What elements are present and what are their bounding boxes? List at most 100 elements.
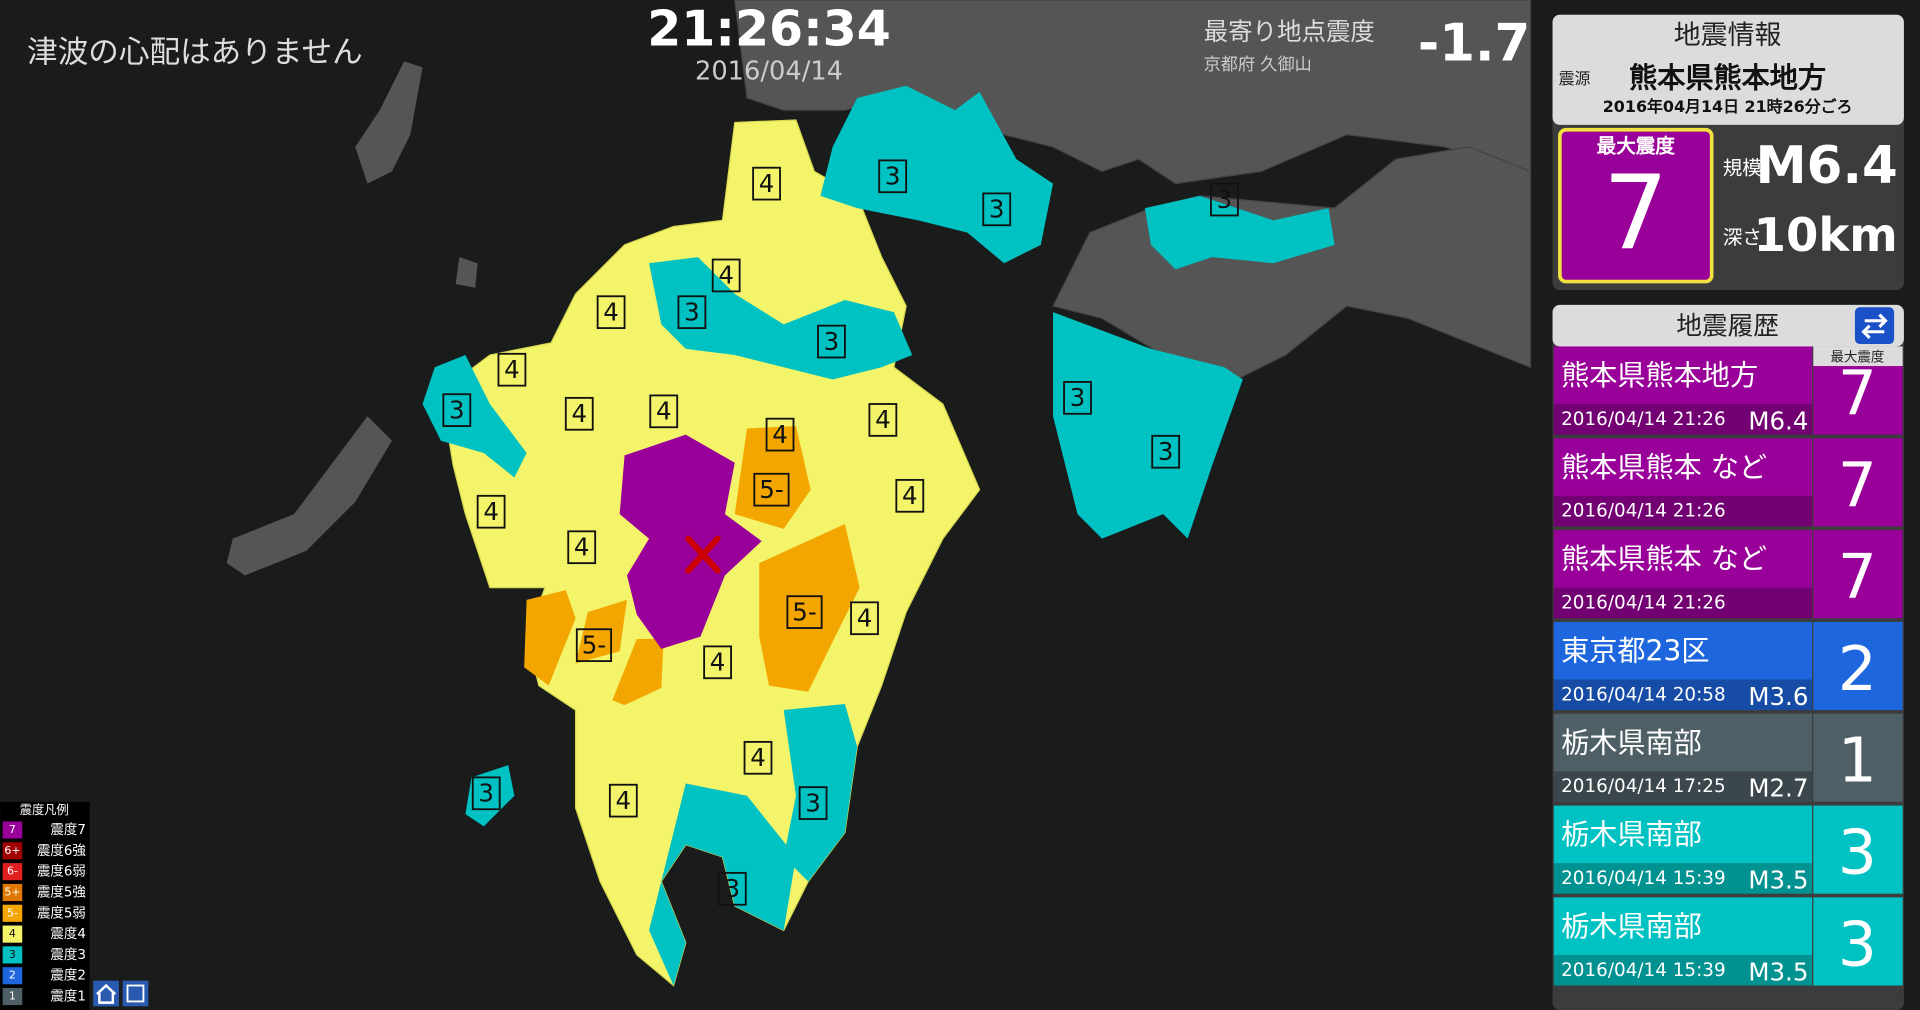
- item-strip: [1553, 863, 1813, 894]
- item-intensity-bg: [1813, 621, 1903, 711]
- item-place: 熊本県熊本 など: [1561, 451, 1767, 484]
- item-intensity: 3: [1838, 818, 1877, 889]
- legend-swatch: [2, 987, 23, 1006]
- quake-time: 2016年04月14日 21時26分ごろ: [1603, 97, 1853, 116]
- intensity-box: [596, 295, 626, 330]
- item-intensity: 3: [1838, 909, 1877, 980]
- item-time: 2016/04/14 15:39: [1561, 960, 1726, 981]
- image-button-bg[interactable]: [122, 980, 149, 1007]
- max-intensity-box: [1558, 127, 1714, 284]
- intensity-label: 4: [571, 399, 587, 428]
- intensity-label: 4: [656, 397, 672, 426]
- intensity-label: 4: [483, 497, 499, 526]
- item-strip: [1553, 404, 1813, 435]
- intensity-label: 3: [1070, 383, 1086, 412]
- item-bg: [1553, 805, 1813, 894]
- home-icon[interactable]: [96, 983, 117, 1004]
- intensity-box: [752, 166, 781, 201]
- region-5-: [612, 639, 664, 706]
- max-label: 最大震度: [1830, 349, 1884, 365]
- history-item[interactable]: 栃木県南部 2016/04/14 17:25 M2.7 1: [1553, 713, 1903, 803]
- legend-code: 2: [9, 969, 16, 982]
- item-bg: [1553, 713, 1813, 802]
- intensity-label: 3: [824, 327, 840, 356]
- intensity-box: [476, 494, 506, 529]
- legend-code: 6+: [4, 844, 20, 857]
- intensity-label: 4: [857, 603, 873, 632]
- legend-label: 震度3: [50, 947, 85, 963]
- panel-header: [1552, 304, 1904, 347]
- legend-code: 7: [9, 823, 16, 836]
- history-item[interactable]: 熊本県熊本 など 2016/04/14 21:26 7: [1553, 438, 1903, 527]
- intensity-label: 4: [772, 420, 788, 449]
- legend: 震度凡例 7 震度7 6+ 震度6強 6- 震度6弱 5+ 震度5強 5- 震度5弱 4 震度4 3 震度…: [0, 801, 90, 1010]
- region-3: [1053, 312, 1243, 539]
- item-strip: [1553, 954, 1813, 986]
- swap-button-bg[interactable]: [1854, 307, 1895, 345]
- legend-code: 4: [9, 927, 16, 940]
- item-intensity-bg: [1813, 897, 1903, 986]
- legend-swatch: [2, 925, 23, 943]
- region-5-: [575, 599, 628, 664]
- max-intensity: 7: [1603, 155, 1668, 274]
- swap-icon[interactable]: [1861, 313, 1888, 339]
- image-button[interactable]: [122, 980, 149, 1007]
- legend-title: 震度凡例: [20, 802, 69, 817]
- intensity-box: [868, 403, 898, 437]
- swap-button[interactable]: [1854, 307, 1895, 345]
- region-3: [783, 703, 858, 882]
- tsunami-message: 津波の心配はありません: [27, 35, 363, 70]
- intensity-box: [564, 396, 594, 431]
- image-icon[interactable]: [126, 984, 145, 1003]
- epicenter: 熊本県熊本地方: [1629, 62, 1826, 95]
- region-5-: [759, 523, 860, 692]
- region-5-: [524, 590, 576, 686]
- region-3: [465, 765, 515, 827]
- history-item[interactable]: 東京都23区 2016/04/14 20:58 M3.6 2: [1553, 621, 1903, 711]
- item-time: 2016/04/14 21:26: [1561, 593, 1726, 614]
- nearest-label: 最寄り地点震度: [1204, 17, 1375, 46]
- home-button[interactable]: [93, 980, 119, 1007]
- intensity-label: 5-: [759, 475, 783, 504]
- quake-info-panel: 地震情報 震源 熊本県熊本地方 2016年04月14日 21時26分ごろ 最大震…: [1552, 14, 1904, 291]
- history-item[interactable]: 栃木県南部 2016/04/14 15:39 M3.5 3: [1553, 897, 1903, 986]
- intensity-label: 3: [684, 297, 700, 326]
- item-time: 2016/04/14 21:26: [1561, 501, 1726, 522]
- item-magnitude: M2.7: [1748, 774, 1808, 803]
- legend-label: 震度7: [50, 822, 85, 838]
- intensity-label: 4: [504, 355, 520, 384]
- item-intensity-bg: [1813, 713, 1903, 802]
- magnitude-label: 規模: [1723, 156, 1762, 179]
- item-strip: [1553, 587, 1813, 619]
- legend-code: 1: [9, 990, 16, 1003]
- item-magnitude: M6.4: [1748, 406, 1808, 435]
- region-3: [1144, 195, 1335, 270]
- intensity-label: 4: [603, 297, 619, 326]
- intensity-label: 4: [616, 786, 632, 815]
- intensity-box: [471, 776, 501, 811]
- history-item[interactable]: 栃木県南部 2016/04/14 15:39 M3.5 3: [1553, 805, 1903, 895]
- intensity-box: [1063, 381, 1092, 415]
- history-item[interactable]: 熊本県熊本 など 2016/04/14 21:26 7: [1553, 530, 1903, 619]
- legend-swatch: [2, 863, 23, 881]
- legend-label: 震度6強: [37, 843, 86, 859]
- panel-title: 地震履歴: [1676, 311, 1779, 341]
- item-strip: [1553, 679, 1813, 711]
- legend-code: 3: [9, 948, 16, 961]
- item-place: 栃木県南部: [1561, 818, 1702, 851]
- legend-code: 6-: [7, 865, 18, 878]
- legend-swatch: [2, 946, 23, 964]
- intensity-box: [895, 478, 925, 513]
- intensity-label: 3: [989, 195, 1005, 224]
- legend-label: 震度6弱: [37, 864, 86, 880]
- legend-swatch: [2, 821, 23, 839]
- region-3: [649, 783, 796, 986]
- item-time: 2016/04/14 21:26: [1561, 409, 1726, 430]
- island: [355, 61, 423, 184]
- item-intensity-bg: [1813, 438, 1903, 527]
- intensity-label: 3: [885, 162, 901, 191]
